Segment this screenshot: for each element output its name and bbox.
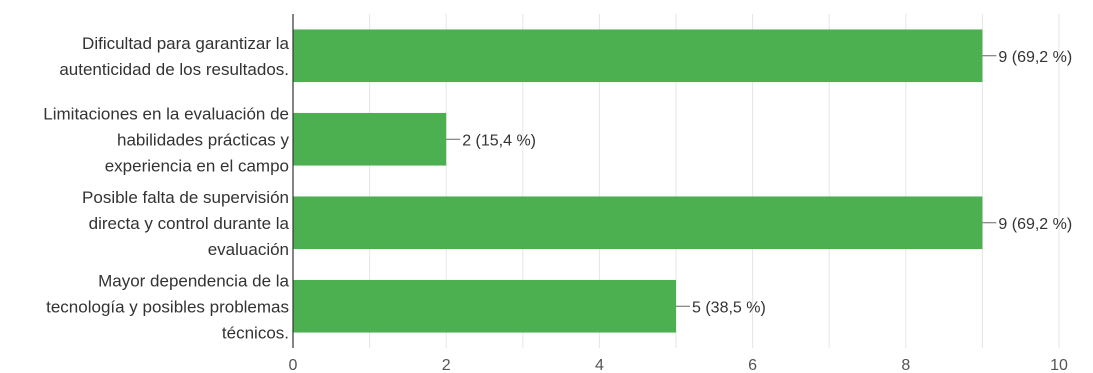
category-label: autenticidad de los resultados. [59,60,289,79]
bar [293,196,983,250]
category-label: Dificultad para garantizar la [82,34,289,53]
x-tick-label: 10 [1050,357,1068,373]
x-tick-label: 0 [289,357,298,373]
x-tick-label: 6 [748,357,757,373]
category-label: evaluación [208,240,289,259]
bar [293,29,983,83]
bar [293,279,676,333]
data-label: 2 (15,4 %) [462,132,536,149]
category-label: Mayor dependencia de la [98,271,289,290]
data-label: 9 (69,2 %) [998,216,1072,233]
bars [293,29,983,333]
data-label: 9 (69,2 %) [998,49,1072,66]
data-label: 5 (38,5 %) [692,299,766,316]
category-label: Limitaciones en la evaluación de [43,104,289,123]
category-label: habilidades prácticas y [117,130,289,149]
x-tick-label: 8 [901,357,910,373]
x-tick-label: 4 [595,357,604,373]
labels: 9 (69,2 %) Dificultad para garantizar la a… [43,34,1072,373]
bar [293,112,447,166]
category-label: directa y control durante la [89,214,290,233]
category-label: tecnología y posibles problemas [46,297,289,316]
category-label: técnicos. [222,323,289,342]
x-tick-label: 2 [442,357,451,373]
category-label: Posible falta de supervisión [82,188,289,207]
category-label: experiencia en el campo [105,156,289,175]
